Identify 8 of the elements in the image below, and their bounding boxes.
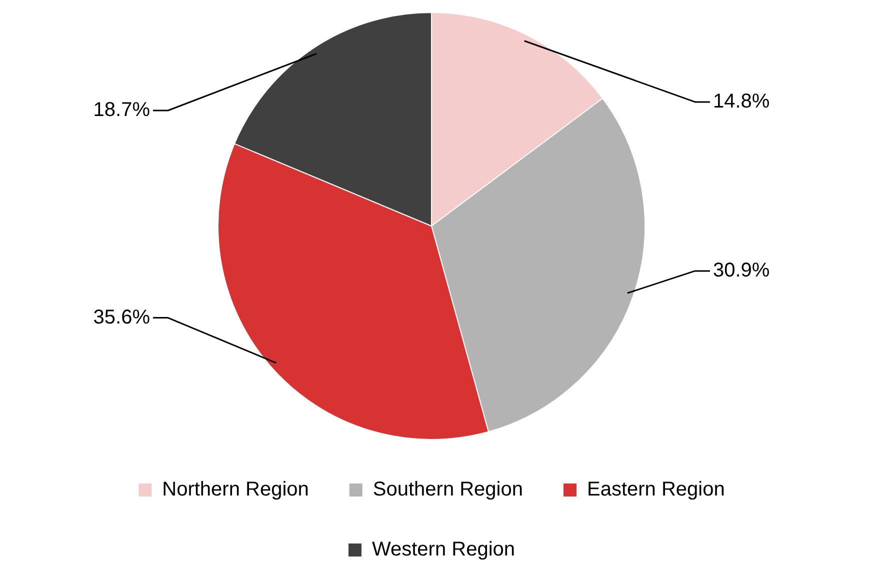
- data-label: 35.6%: [93, 306, 150, 328]
- legend-label: Northern Region: [162, 478, 309, 501]
- legend-label: Southern Region: [372, 478, 523, 501]
- data-label: 14.8%: [713, 90, 770, 112]
- data-label: 18.7%: [93, 99, 150, 122]
- legend-label: Eastern Region: [586, 478, 725, 501]
- legend-label: Western Region: [372, 538, 516, 561]
- data-label: 30.9%: [713, 259, 770, 282]
